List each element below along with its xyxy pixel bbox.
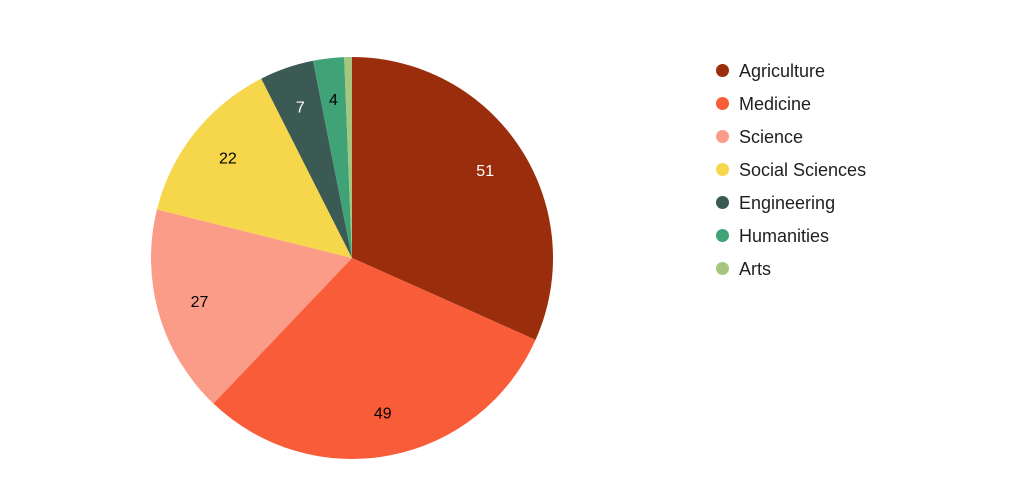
legend-label: Social Sciences (739, 159, 867, 180)
pie-slice-humanities[interactable] (313, 57, 352, 259)
legend-label: Humanities (739, 225, 830, 246)
legend-label: Arts (739, 258, 772, 279)
legend-swatch-icon (716, 196, 729, 209)
legend-swatch-icon (716, 229, 729, 242)
legend-swatch-icon (716, 97, 729, 110)
legend-item-medicine[interactable]: Medicine (716, 87, 866, 120)
legend-label: Engineering (739, 192, 836, 213)
legend-label: Medicine (739, 93, 812, 114)
legend-swatch-icon (716, 163, 729, 176)
legend-label: Agriculture (739, 60, 826, 81)
pie-slice-social-sciences[interactable] (156, 78, 352, 258)
legend-item-agriculture[interactable]: Agriculture (716, 54, 866, 87)
pie-slice-science[interactable] (151, 209, 352, 404)
pie-slice-engineering[interactable] (261, 60, 352, 259)
legend-swatch-icon (716, 262, 729, 275)
legend-swatch-icon (716, 130, 729, 143)
pie-slice-medicine[interactable] (213, 258, 536, 459)
legend-item-arts[interactable]: Arts (716, 252, 866, 285)
legend-swatch-icon (716, 64, 729, 77)
legend: Agriculture Medicine Science Social Science… (716, 54, 866, 285)
legend-item-humanities[interactable]: Humanities (716, 219, 866, 252)
pie-slice-agriculture[interactable] (352, 57, 553, 340)
legend-item-science[interactable]: Science (716, 120, 866, 153)
legend-item-engineering[interactable]: Engineering (716, 186, 866, 219)
legend-label: Science (739, 126, 804, 147)
pie-slice-arts[interactable] (344, 56, 352, 258)
legend-item-social-sciences[interactable]: Social Sciences (716, 153, 866, 186)
